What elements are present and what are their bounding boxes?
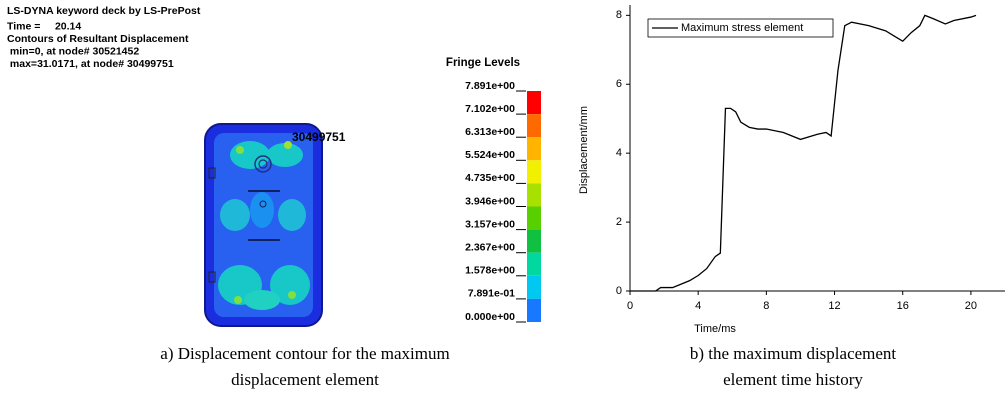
caption: a) Displacement contour for the maximum [160,344,449,363]
y-tick-label: 2 [616,216,622,228]
fringe-label: 5.524e+00 [465,149,515,161]
caption: element time history [723,370,863,389]
x-axis-label: Time/ms [694,323,736,335]
y-axis-label: Displacement/mm [578,106,590,194]
fringe-label: 7.102e+00 [465,103,515,115]
y-tick-label: 8 [616,9,622,21]
x-tick-label: 0 [627,300,633,312]
header-line: LS-DYNA keyword deck by LS-PrePost [7,5,201,17]
caption: displacement element [231,370,379,389]
x-tick-label: 20 [965,300,977,312]
fringe-band [527,299,541,322]
fringe-band [527,114,541,137]
x-tick-label: 16 [897,300,909,312]
fringe-band [527,276,541,299]
fringe-label: 7.891e-01 [468,288,515,300]
data-line [630,15,976,291]
node-label: 30499751 [292,130,346,144]
fringe-band [527,253,541,276]
header-line: Time = 20.14 [7,20,81,32]
fringe-label: 3.946e+00 [465,195,515,207]
header-line: min=0, at node# 30521452 [7,45,139,57]
y-tick-label: 0 [616,285,622,297]
x-tick-label: 4 [695,300,701,312]
fringe-band [527,160,541,183]
caption: b) the maximum displacement [690,344,897,363]
fringe-band [527,183,541,206]
legend-label: Maximum stress element [681,22,803,34]
fringe-band [527,230,541,253]
legend-title: Fringe Levels [446,57,520,69]
x-tick-label: 12 [828,300,840,312]
fringe-label: 4.735e+00 [465,172,515,184]
figure: 30499751 Fringe Levels Time/ms Displacem… [0,0,1007,399]
page: 30499751 Fringe Levels Time/ms Displacem… [0,0,1007,399]
fringe-label: 6.313e+00 [465,126,515,138]
fringe-label: 7.891e+00 [465,80,515,92]
fringe-band [527,137,541,160]
fringe-band [527,91,541,114]
fringe-band [527,207,541,230]
fringe-label: 2.367e+00 [465,241,515,253]
fringe-label: 3.157e+00 [465,218,515,230]
y-tick-label: 6 [616,78,622,90]
fringe-label: 0.000e+00 [465,311,515,323]
y-tick-label: 4 [616,147,622,159]
header-line: max=31.0171, at node# 30499751 [7,58,174,70]
x-tick-label: 8 [763,300,769,312]
fringe-label: 1.578e+00 [465,265,515,277]
plate [205,124,322,326]
header-line: Contours of Resultant Displacement [7,33,189,45]
